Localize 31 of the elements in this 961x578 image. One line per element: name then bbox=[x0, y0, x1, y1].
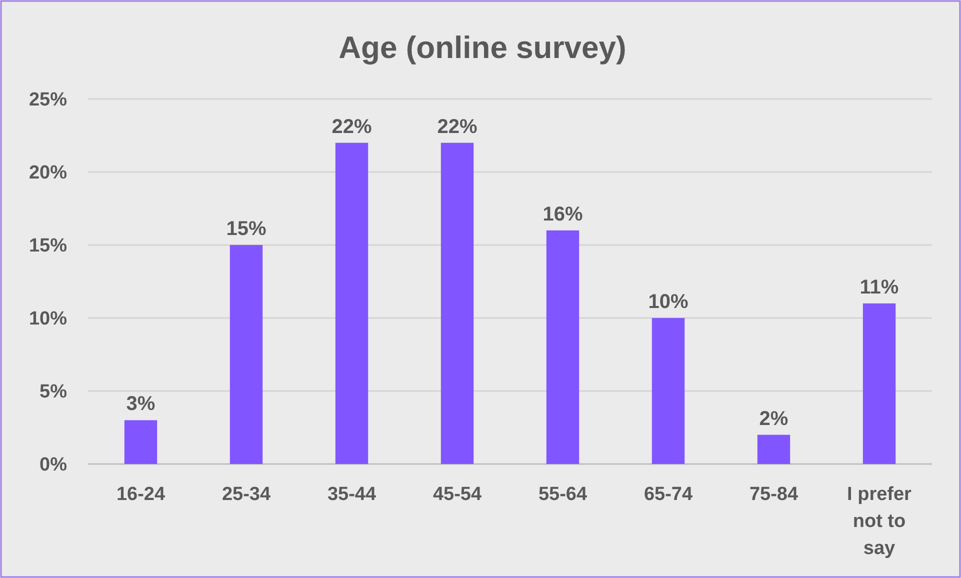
x-tick-label: 35-44 bbox=[327, 484, 376, 505]
x-tick-label: 75-84 bbox=[749, 484, 798, 505]
chart-title: Age (online survey) bbox=[338, 30, 626, 65]
x-tick-label: 55-64 bbox=[538, 484, 588, 505]
data-label: 22% bbox=[332, 116, 372, 138]
y-tick-label: 0% bbox=[40, 454, 68, 476]
bar bbox=[546, 230, 580, 464]
data-label: 3% bbox=[126, 393, 156, 416]
y-tick-label: 10% bbox=[28, 308, 68, 330]
x-tick-label: I prefer not to say bbox=[847, 484, 912, 559]
data-label: 15% bbox=[226, 218, 266, 240]
x-tick-label: 16-24 bbox=[116, 484, 166, 505]
bar bbox=[652, 318, 685, 464]
bar bbox=[124, 420, 158, 464]
y-tick-label: 5% bbox=[40, 382, 68, 403]
data-label: 16% bbox=[542, 203, 583, 226]
data-label: 22% bbox=[437, 116, 478, 138]
y-tick-label: 25% bbox=[28, 90, 68, 111]
bar bbox=[335, 142, 368, 464]
data-label: 2% bbox=[759, 408, 788, 430]
x-tick-label: 45-54 bbox=[432, 484, 482, 505]
x-tick-label: 25-34 bbox=[222, 484, 271, 505]
x-tick-label: 65-74 bbox=[644, 484, 693, 505]
bar bbox=[230, 245, 263, 464]
data-label: 11% bbox=[860, 276, 899, 298]
y-tick-label: 15% bbox=[28, 236, 68, 257]
bar bbox=[862, 303, 896, 464]
bar bbox=[440, 142, 474, 464]
y-tick-label: 20% bbox=[28, 162, 68, 184]
data-label: 10% bbox=[648, 291, 688, 313]
bar bbox=[757, 434, 790, 464]
